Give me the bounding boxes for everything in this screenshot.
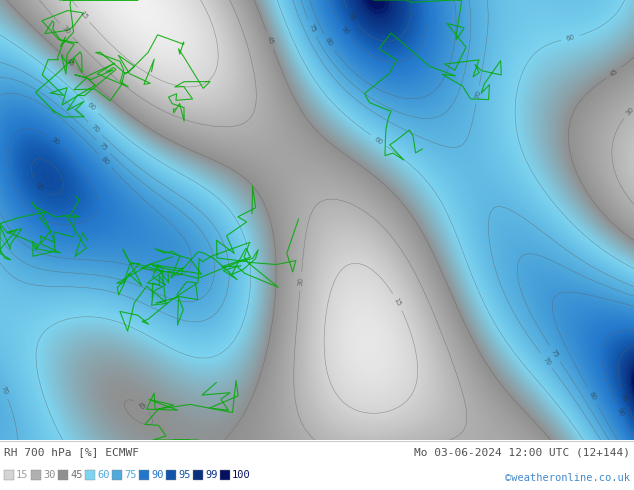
Text: 45: 45: [65, 57, 75, 68]
Text: Mo 03-06-2024 12:00 UTC (12+144): Mo 03-06-2024 12:00 UTC (12+144): [414, 447, 630, 457]
Text: 95: 95: [347, 12, 357, 23]
Text: 80: 80: [100, 156, 110, 167]
Text: 60: 60: [86, 102, 97, 112]
Text: 45: 45: [70, 470, 82, 480]
Text: 30: 30: [43, 470, 56, 480]
Text: 15: 15: [16, 470, 29, 480]
Text: RH 700 hPa [%] ECMWF: RH 700 hPa [%] ECMWF: [4, 447, 139, 457]
Text: 60: 60: [97, 470, 110, 480]
Bar: [139, 470, 149, 480]
Text: 60: 60: [566, 34, 576, 42]
Text: 30: 30: [61, 25, 71, 35]
Bar: [193, 470, 203, 480]
Text: 80: 80: [324, 37, 334, 48]
Text: 45: 45: [609, 68, 619, 77]
Text: 70: 70: [90, 123, 100, 134]
Text: 80: 80: [588, 391, 597, 401]
Text: 75: 75: [98, 142, 108, 152]
Text: 95: 95: [34, 181, 44, 192]
Text: 60: 60: [373, 136, 384, 146]
Text: 70: 70: [474, 90, 481, 99]
Text: 70: 70: [541, 356, 552, 367]
Text: 90: 90: [50, 136, 61, 147]
Text: 45: 45: [266, 35, 275, 46]
Bar: [85, 470, 95, 480]
Bar: [4, 470, 14, 480]
Text: 90: 90: [616, 407, 624, 418]
Text: ©weatheronline.co.uk: ©weatheronline.co.uk: [505, 473, 630, 483]
Text: 15: 15: [392, 296, 402, 307]
Text: 75: 75: [124, 470, 136, 480]
Text: 45: 45: [136, 401, 147, 411]
Text: 15: 15: [79, 9, 89, 20]
Bar: [166, 470, 176, 480]
Bar: [58, 470, 68, 480]
Text: 90: 90: [151, 470, 164, 480]
Text: 95: 95: [620, 392, 628, 403]
Bar: [220, 470, 230, 480]
Text: 30: 30: [624, 106, 634, 117]
Bar: [112, 470, 122, 480]
Text: 75: 75: [550, 348, 560, 359]
Text: 75: 75: [307, 23, 316, 33]
Text: 30: 30: [297, 276, 304, 286]
Text: 100: 100: [232, 470, 251, 480]
Text: 70: 70: [0, 385, 9, 395]
Text: 99: 99: [205, 470, 217, 480]
Text: 90: 90: [340, 24, 349, 36]
Bar: [31, 470, 41, 480]
Text: 95: 95: [178, 470, 190, 480]
